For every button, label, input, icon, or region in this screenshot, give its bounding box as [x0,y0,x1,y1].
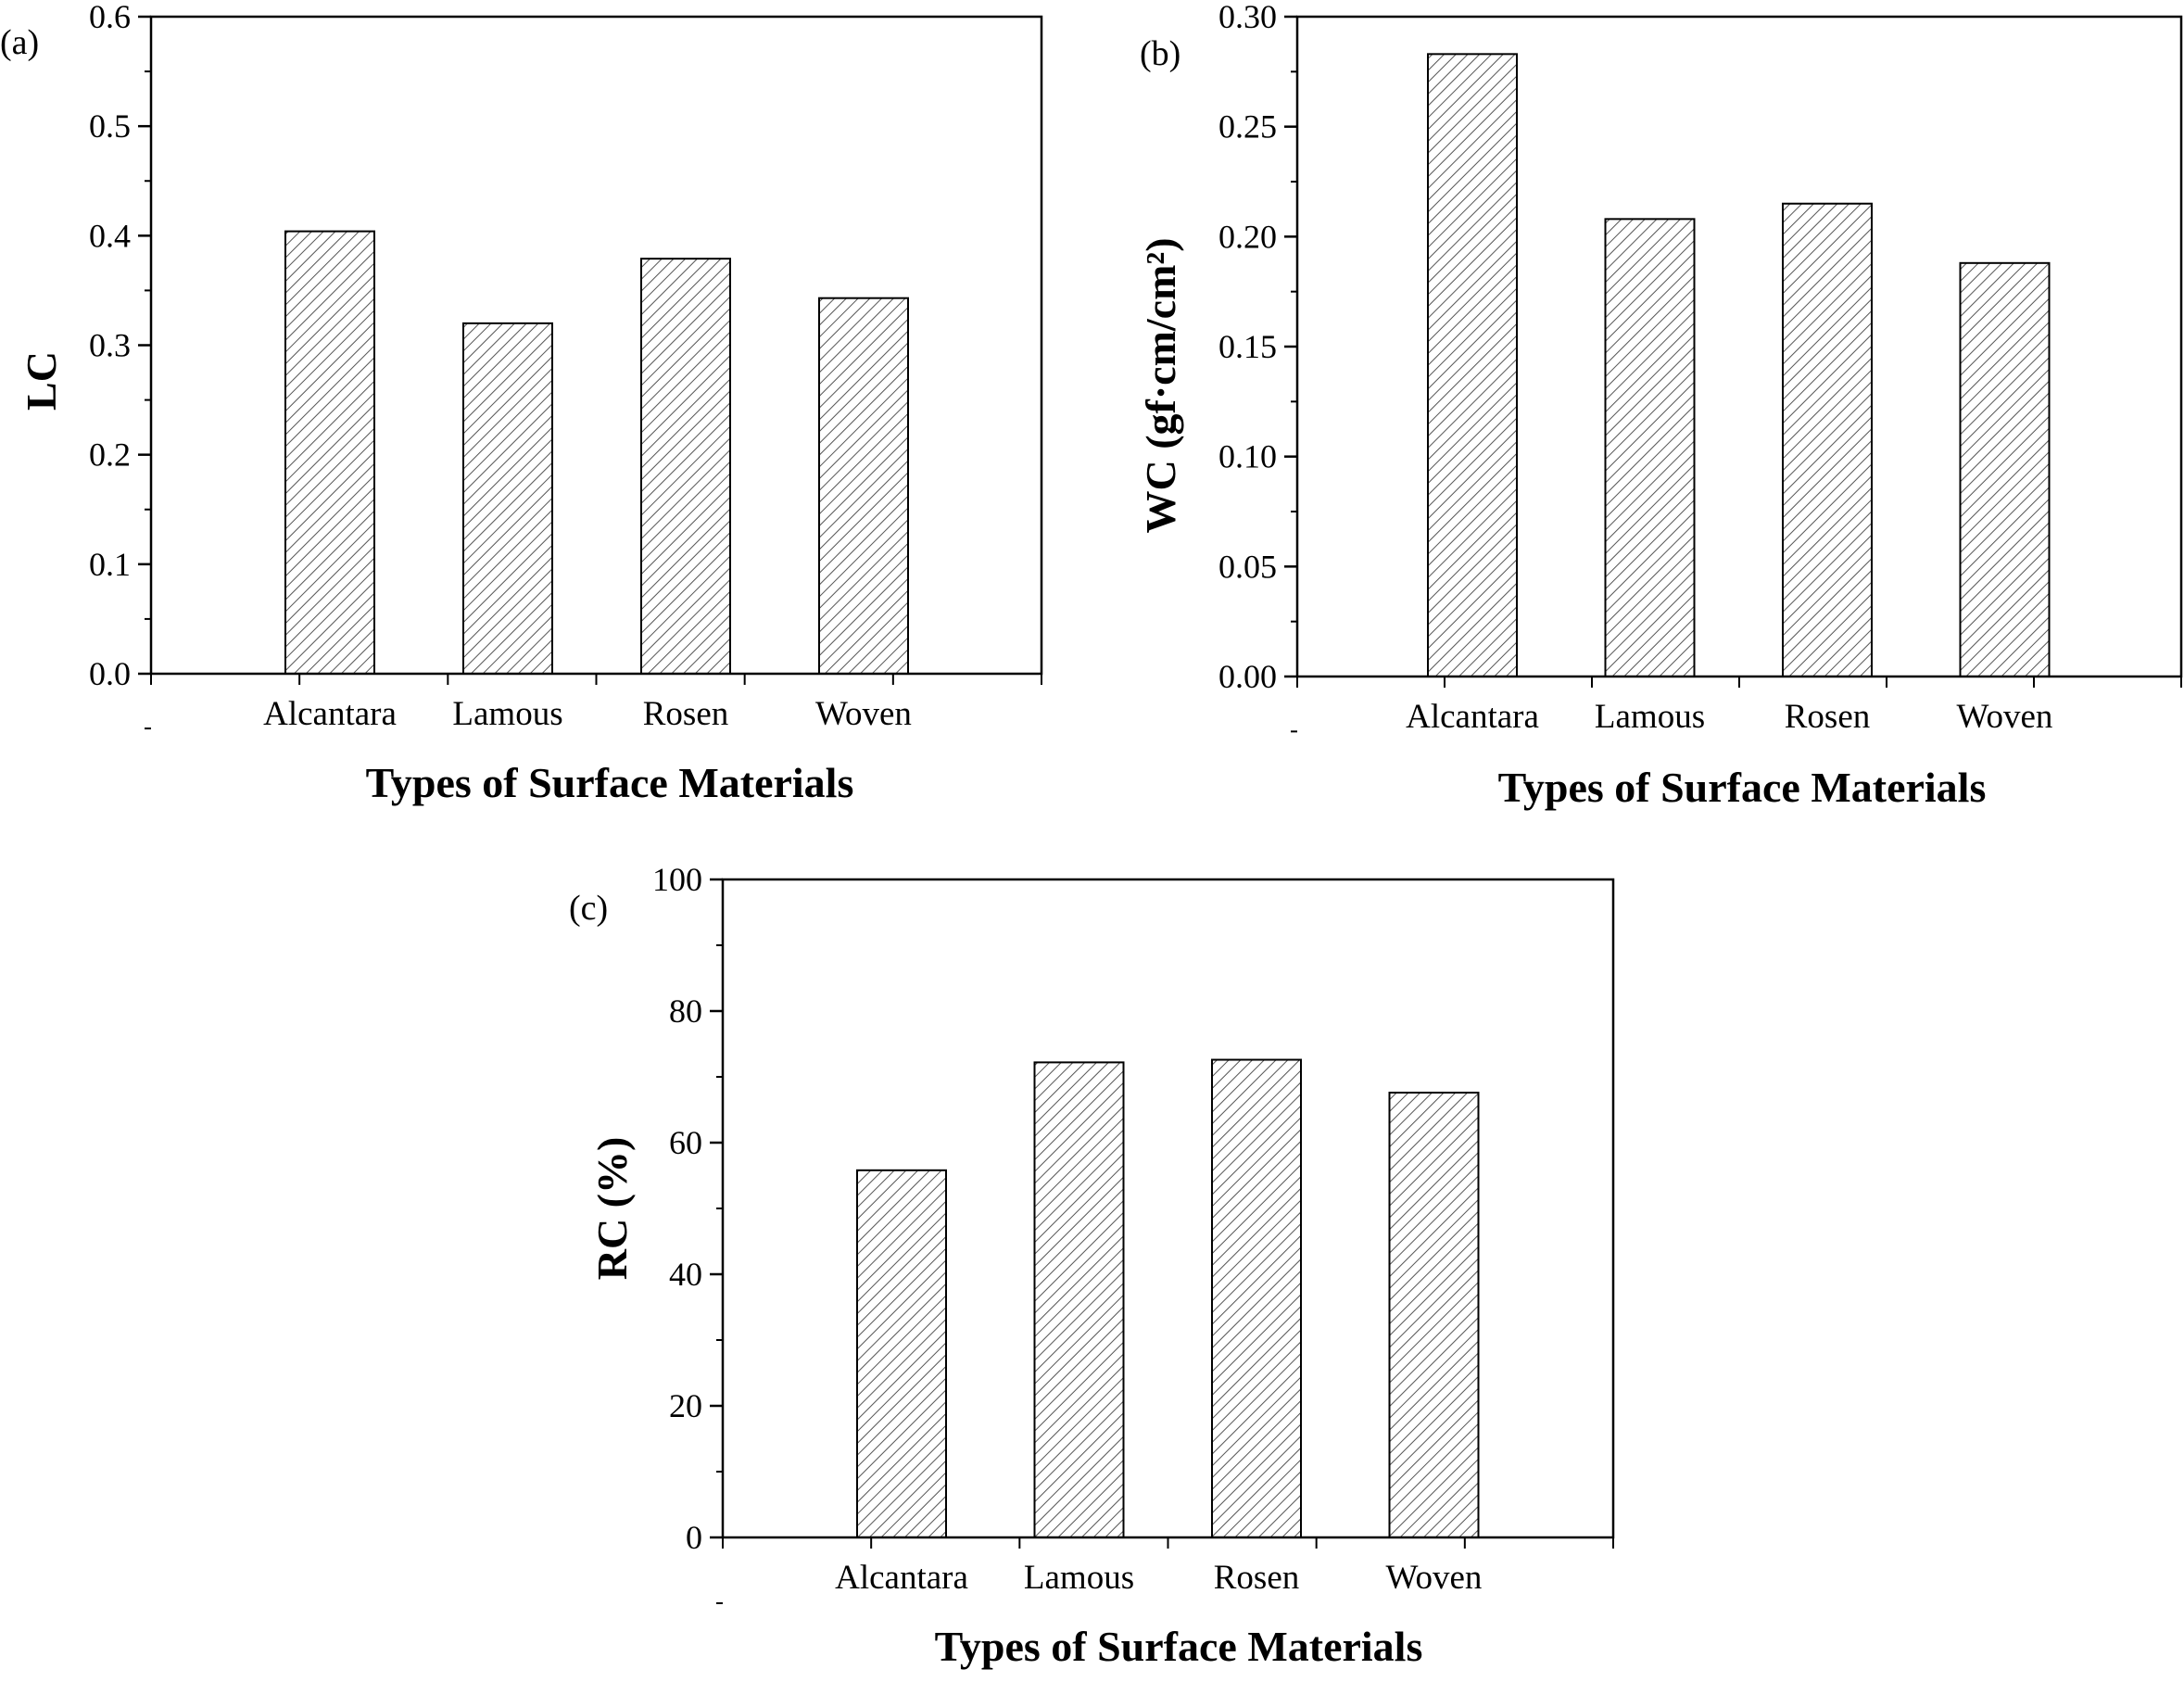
x-tick-label: Woven [1957,698,2053,736]
x-tick-label: Lamous [1595,698,1705,736]
chart-panel-a: (a) Types of Surface Materials LC 0.0 0.1… [0,0,1043,806]
bar [1959,261,2051,677]
bar [856,1169,947,1538]
y-tick-label: 0.5 [89,107,131,145]
bar [1604,218,1696,677]
bar [1782,202,1873,677]
y-tick-label: 0.00 [1218,658,1277,695]
y-axis-title: WC (gf·cm/cm²) [1137,237,1184,533]
y-tick-label: 0.05 [1218,548,1277,585]
y-tick-label: 0.2 [89,436,131,474]
y-tick-label: 0.25 [1218,108,1277,145]
bar [1033,1061,1125,1538]
y-tick-label: 0.4 [89,217,131,254]
x-tick-label: Lamous [1024,1559,1134,1597]
panel-label: (a) [0,23,39,62]
bar [1388,1092,1480,1539]
bar [1211,1058,1302,1539]
y-tick-label: 0.3 [89,327,131,364]
y-tick-label: 60 [669,1124,702,1161]
y-tick-label: 0.1 [89,546,131,583]
bar [1427,53,1518,677]
bar [462,322,553,675]
x-tick-label: Alcantara [263,695,397,733]
x-tick-label: Woven [1386,1559,1483,1597]
x-tick-label: Lamous [452,695,562,733]
x-axis-title: Types of Surface Materials [366,759,854,806]
y-tick-label: 80 [669,993,702,1030]
y-tick-label: 0.20 [1218,218,1277,255]
y-tick-label: 0.10 [1218,438,1277,475]
y-tick-label: 0 [686,1519,702,1556]
x-tick-label: Rosen [643,695,729,733]
x-tick-label: Alcantara [835,1559,968,1597]
bar [818,297,909,675]
y-tick-label: 0.30 [1218,0,1277,35]
panel-label: (c) [569,889,608,928]
y-tick-label: 100 [652,861,702,898]
chart-panel-b: (b) Types of Surface Materials WC (gf·cm… [1137,0,2183,811]
y-tick-label: 0.6 [89,0,131,35]
chart-panel-c: (c) Types of Surface Materials RC (%) 0 2… [569,861,1615,1670]
x-tick-label: Rosen [1785,698,1871,736]
panel-label: (b) [1140,34,1180,73]
x-axis-title: Types of Surface Materials [1498,764,1987,811]
x-tick-label: Woven [815,695,912,733]
y-axis-title: RC (%) [588,1137,636,1281]
y-axis-title: LC [18,351,65,411]
y-tick-label: 0.15 [1218,328,1277,365]
y-tick-label: 0.0 [89,655,131,692]
x-axis-title: Types of Surface Materials [935,1623,1423,1670]
y-tick-label: 40 [669,1256,702,1293]
bar [640,258,731,675]
bar [284,230,375,676]
x-tick-label: Alcantara [1406,698,1539,736]
y-tick-label: 20 [669,1387,702,1424]
x-tick-label: Rosen [1214,1559,1300,1597]
